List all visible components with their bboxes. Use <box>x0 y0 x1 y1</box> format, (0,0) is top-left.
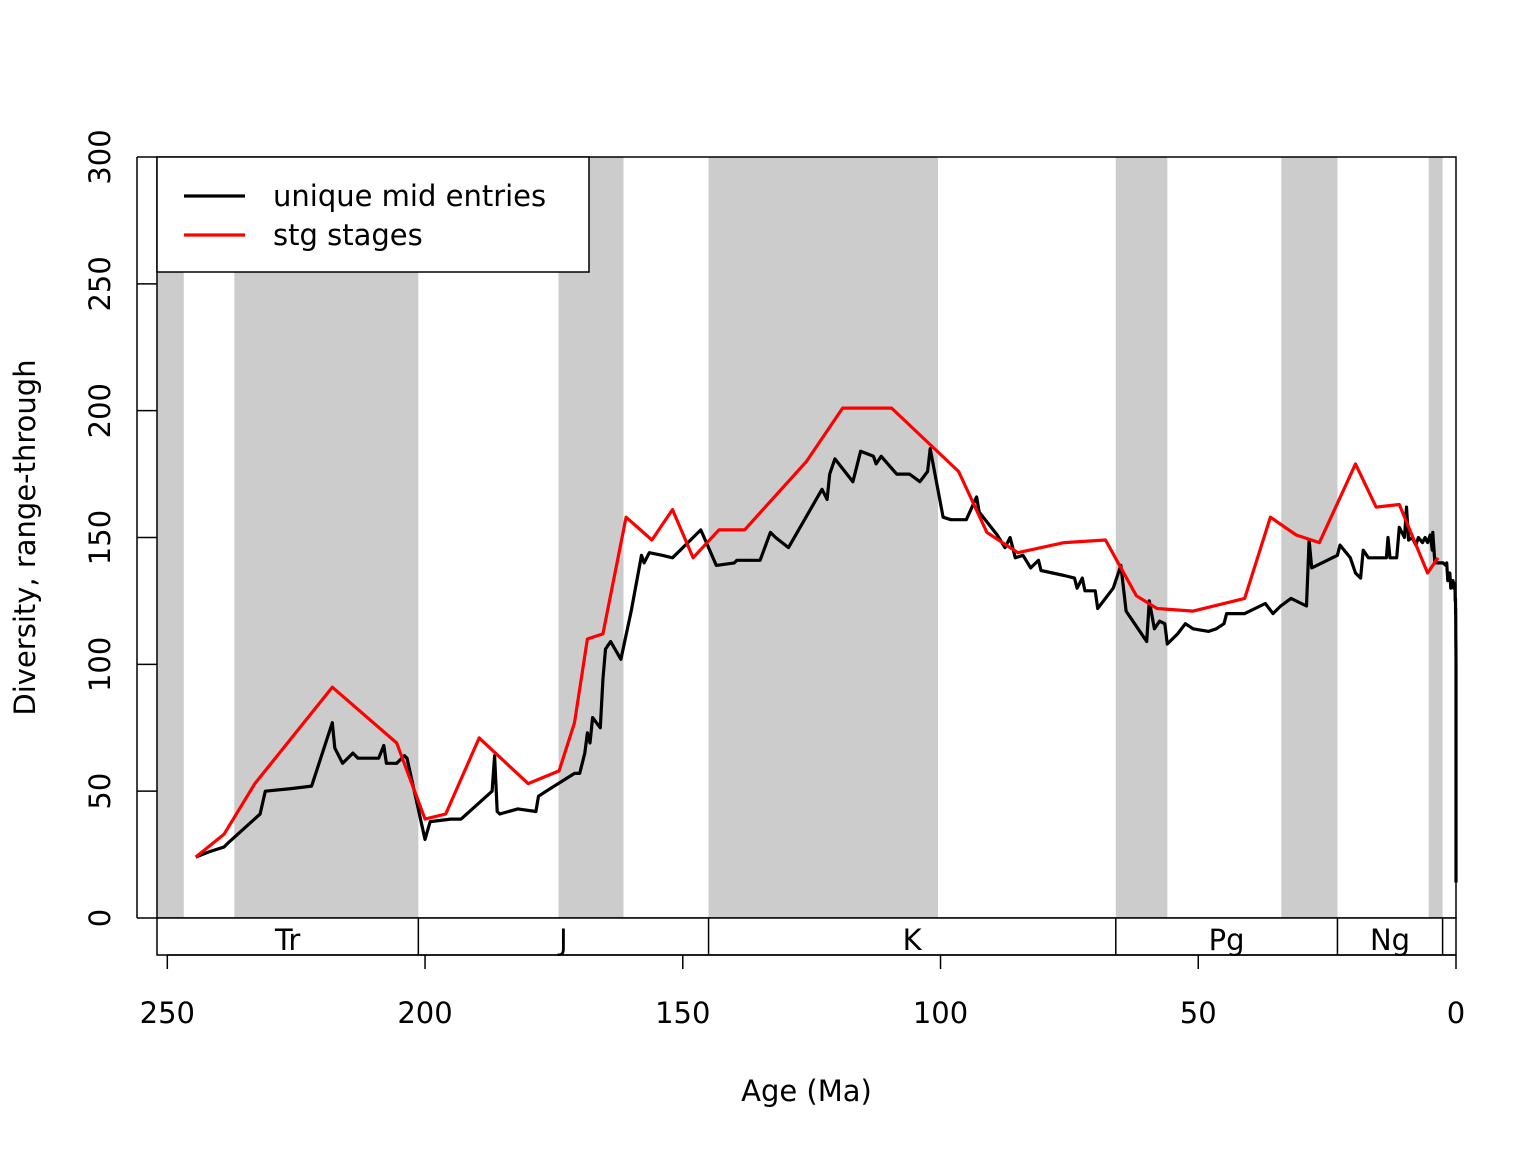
x-tick-label: 100 <box>913 996 968 1030</box>
y-tick-label: 200 <box>83 383 117 438</box>
legend: unique mid entries stg stages <box>156 156 590 273</box>
y-tick-label: 50 <box>83 773 117 810</box>
period-label: Ng <box>1370 923 1410 957</box>
stage-band <box>1115 157 1168 918</box>
y-tick-label: 0 <box>83 909 117 927</box>
period-strip: Tr J K Pg Ng <box>156 917 1457 957</box>
y-tick-label: 100 <box>83 637 117 692</box>
series-lines <box>194 406 1458 883</box>
series-line <box>194 406 1440 859</box>
stage-band <box>1428 157 1443 918</box>
period-label: J <box>557 923 568 957</box>
y-tick-label: 250 <box>83 256 117 311</box>
stage-band <box>1281 157 1338 918</box>
x-axis-label: Age (Ma) <box>741 1074 872 1108</box>
y-axis: 0 50 100 150 200 250 300 <box>83 129 157 927</box>
period-label: Pg <box>1209 923 1245 957</box>
x-tick-label: 150 <box>655 996 710 1030</box>
x-tick-label: 250 <box>140 996 195 1030</box>
legend-box <box>156 156 590 273</box>
legend-label: stg stages <box>273 218 423 252</box>
period-strip-frame <box>156 917 1457 956</box>
y-axis-label: Diversity, range-through <box>8 359 42 715</box>
period-label: Tr <box>274 923 300 957</box>
stage-band <box>157 157 184 918</box>
period-label: K <box>903 923 923 957</box>
x-axis: 250 200 150 100 50 0 <box>140 954 1465 1030</box>
y-tick-label: 150 <box>83 510 117 565</box>
shaded-stage-bands <box>157 157 1443 918</box>
stage-band <box>558 157 624 918</box>
x-tick-label: 50 <box>1180 996 1217 1030</box>
x-tick-label: 0 <box>1447 996 1465 1030</box>
x-tick-label: 200 <box>397 996 452 1030</box>
stage-band <box>708 157 938 918</box>
legend-label: unique mid entries <box>273 179 546 213</box>
y-tick-label: 300 <box>83 129 117 184</box>
